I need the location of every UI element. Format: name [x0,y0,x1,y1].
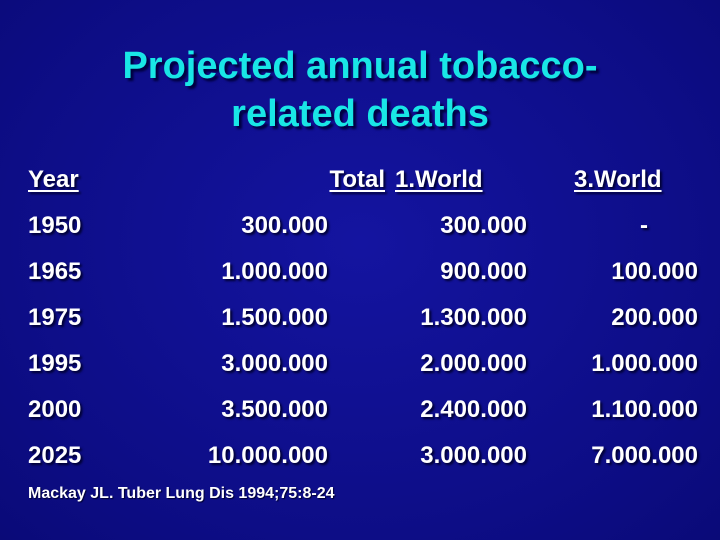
title-line-1: Projected annual tobacco- [122,45,598,87]
table-row: 2000 3.500.000 2.400.000 1.100.000 [0,390,720,436]
cell-total: 1.000.000 [221,258,328,285]
cell-total: 3.500.000 [221,396,328,423]
cell-world1: 2.400.000 [420,396,527,423]
table-row: 1995 3.000.000 2.000.000 1.000.000 [0,344,720,390]
cell-year: 1995 [28,350,82,377]
table-row: 1975 1.500.000 1.300.000 200.000 [0,298,720,344]
header-total: Total [329,166,385,193]
cell-world3: 1.000.000 [591,350,698,377]
header-year: Year [28,166,79,193]
cell-total: 10.000.000 [207,442,328,469]
table-row: 2025 10.000.000 3.000.000 7.000.000 [0,436,720,482]
citation-footnote: Mackay JL. Tuber Lung Dis 1994;75:8-24 [28,485,335,502]
slide-title: Projected annual tobacco- related deaths [20,42,700,138]
cell-total: 300.000 [241,212,328,239]
cell-world1: 900.000 [440,258,527,285]
cell-world3: 7.000.000 [591,442,698,469]
title-line-2: related deaths [231,93,489,135]
cell-year: 2025 [28,442,82,469]
cell-world1: 300.000 [440,212,527,239]
cell-year: 1950 [28,212,82,239]
cell-world1: 3.000.000 [420,442,527,469]
table-row: 1965 1.000.000 900.000 100.000 [0,252,720,298]
cell-total: 1.500.000 [221,304,328,331]
cell-year: 1975 [28,304,82,331]
cell-world1: 1.300.000 [420,304,527,331]
cell-world3: 1.100.000 [591,396,698,423]
deaths-table: Year Total 1.World 3.World 1950 300.000 … [0,160,720,482]
header-world3: 3.World [574,166,662,193]
header-world1: 1.World [395,166,483,193]
cell-world1: 2.000.000 [420,350,527,377]
cell-total: 3.000.000 [221,350,328,377]
cell-world3: - [640,212,648,239]
cell-world3: 100.000 [611,258,698,285]
cell-year: 2000 [28,396,82,423]
table-row: 1950 300.000 300.000 - [0,206,720,252]
table-header-row: Year Total 1.World 3.World [0,160,720,206]
cell-year: 1965 [28,258,82,285]
cell-world3: 200.000 [611,304,698,331]
